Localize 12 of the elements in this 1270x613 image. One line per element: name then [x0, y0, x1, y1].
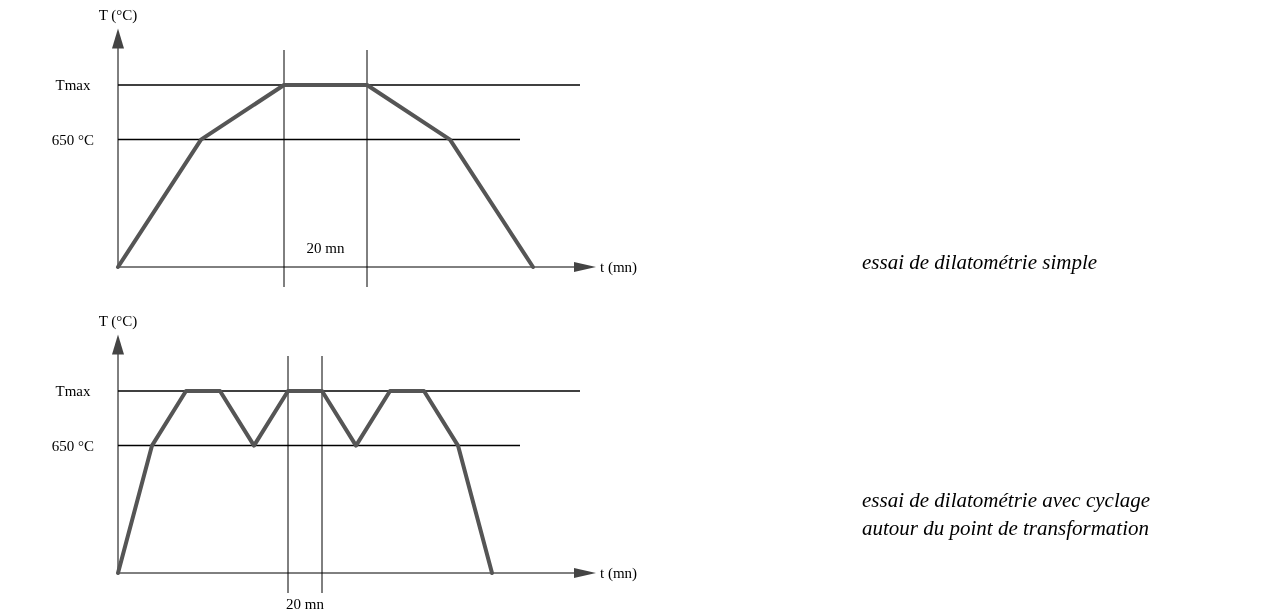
x-axis-title: t (mn): [600, 565, 638, 582]
text: 20 mn: [286, 596, 325, 612]
ref-line-label: 650 °C: [51, 437, 95, 454]
y-axis-title: T (°C): [98, 313, 138, 330]
text: essai de dilatométrie simple: [862, 250, 1098, 274]
ref-line-label: 650 °C: [51, 131, 95, 148]
text: essai de dilatométrie avec cyclage autour du point de transformation: [862, 488, 1151, 540]
ref-line-label: Tmax: [55, 77, 91, 93]
x-axis-title: t (mn): [600, 259, 638, 276]
annotation: 20 mn: [306, 240, 345, 256]
ref-line-label: Tmax: [55, 383, 91, 399]
y-axis-title: T (°C): [98, 7, 138, 24]
